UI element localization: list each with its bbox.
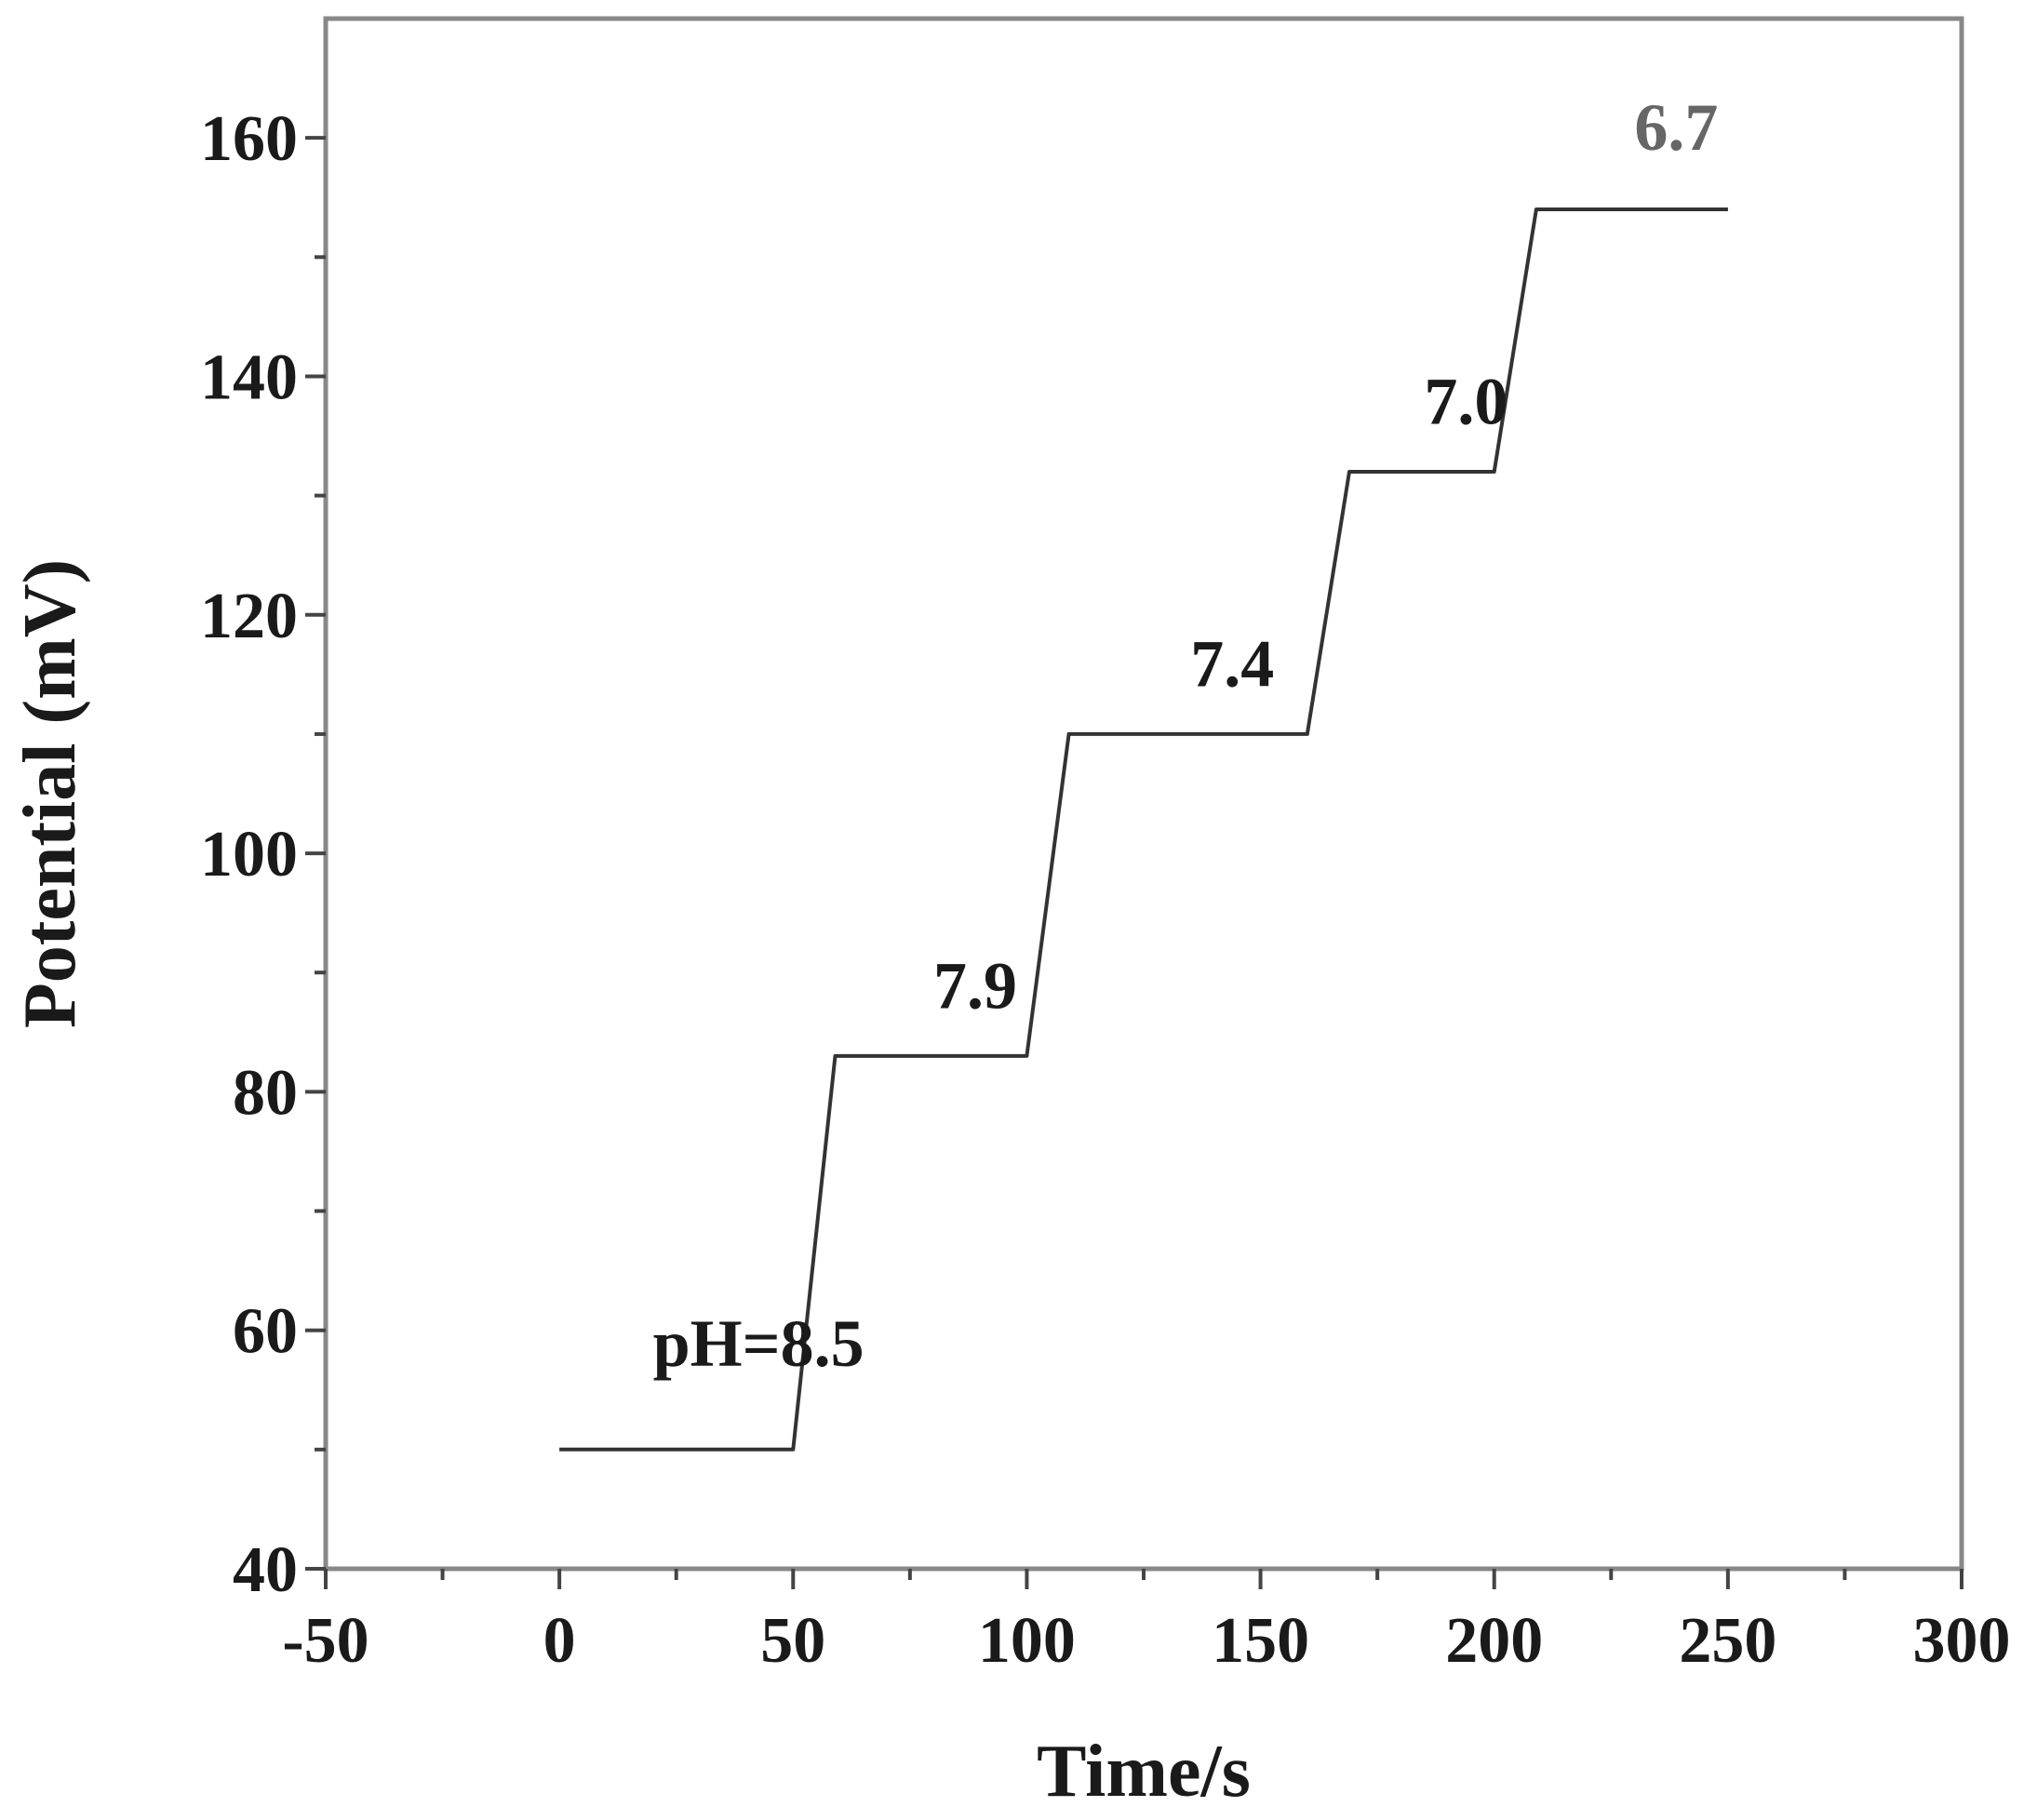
x-axis-title: Time/s — [1037, 1731, 1251, 1813]
annotation-label: 7.9 — [933, 949, 1017, 1024]
annotation-label: pH=8.5 — [653, 1306, 864, 1381]
annotations: pH=8.5 7.9 7.4 7.0 6.7 — [653, 90, 1719, 1381]
y-tick-label: 120 — [200, 581, 298, 652]
x-tick-label: 200 — [1445, 1605, 1543, 1677]
annotation-label: 7.4 — [1190, 627, 1274, 702]
y-tick-label: 40 — [233, 1534, 298, 1606]
y-tick-label: 160 — [200, 103, 298, 175]
ticks — [305, 136, 1963, 1589]
x-tick-label: 0 — [543, 1605, 576, 1677]
series-line-0 — [559, 207, 1728, 1452]
x-tick-label: 50 — [760, 1605, 825, 1677]
annotation-label: 6.7 — [1634, 90, 1718, 165]
x-tick-label: -50 — [282, 1605, 369, 1677]
x-tick-label: 100 — [978, 1605, 1076, 1677]
y-tick-label: 60 — [233, 1296, 298, 1368]
annotation-label: 7.0 — [1424, 365, 1508, 439]
y-tick-label: 80 — [233, 1057, 298, 1129]
x-tick-label: 150 — [1212, 1605, 1309, 1677]
y-tick-label: 100 — [200, 819, 298, 890]
y-axis-title: Potential (mV) — [9, 559, 91, 1028]
plot-frame — [323, 16, 1964, 1572]
x-tick-label: 250 — [1679, 1605, 1776, 1677]
y-tick-label: 140 — [200, 341, 298, 413]
x-tick-label: 300 — [1913, 1605, 2011, 1677]
tick-labels: -50 0 50 100 150 200 250 300 40 60 80 100 120 140 160 — [200, 103, 2011, 1677]
